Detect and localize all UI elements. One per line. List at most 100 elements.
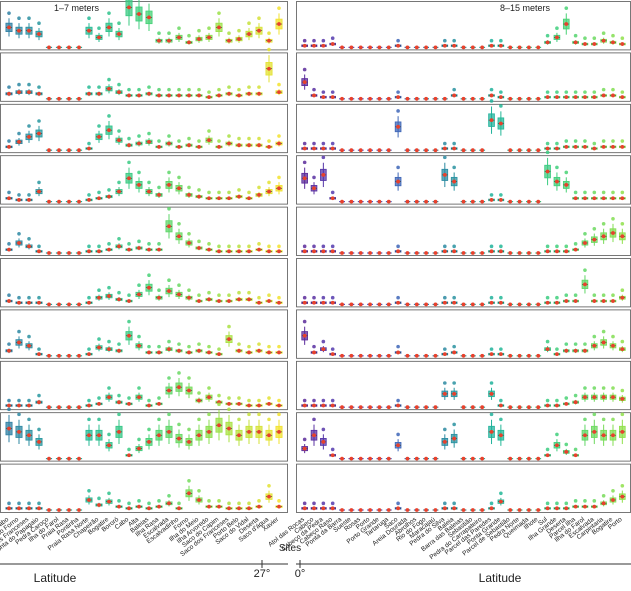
outlier-point (257, 242, 261, 246)
mean-point (177, 436, 181, 441)
outlier-point (197, 489, 201, 493)
mean-point (207, 429, 211, 434)
outlier-point (267, 417, 271, 422)
mean-point (480, 96, 485, 101)
outlier-point (217, 139, 221, 143)
mean-point (442, 506, 447, 511)
mean-point (197, 246, 201, 250)
outlier-point (564, 139, 569, 143)
outlier-point (489, 38, 494, 43)
outlier-point (217, 393, 221, 398)
mean-point (405, 405, 410, 410)
outlier-point (147, 273, 151, 277)
mean-point (536, 456, 541, 461)
outlier-point (583, 190, 587, 195)
mean-point (517, 251, 522, 255)
outlier-point (147, 85, 151, 89)
mean-point (257, 300, 261, 305)
outlier-point (197, 417, 201, 422)
mean-point (396, 403, 400, 408)
mean-point (157, 93, 161, 98)
mean-point (358, 508, 363, 512)
mean-point (592, 237, 597, 242)
mean-point (177, 144, 181, 149)
mean-point (433, 251, 438, 255)
mean-point (601, 144, 606, 149)
outlier-point (583, 386, 587, 390)
mean-point (358, 405, 363, 410)
outlier-point (167, 87, 171, 92)
outlier-point (601, 190, 606, 195)
mean-point (127, 401, 131, 406)
mean-point (405, 456, 410, 461)
mean-point (87, 146, 91, 151)
outlier-point (7, 398, 11, 403)
mean-point (57, 302, 61, 307)
mean-point (508, 508, 513, 512)
mean-point (611, 196, 615, 201)
mean-point (601, 196, 606, 201)
mean-point (442, 172, 447, 177)
mean-point (87, 198, 91, 202)
mean-point (247, 506, 251, 511)
mean-point (137, 93, 141, 98)
outlier-point (396, 344, 400, 349)
mean-point (498, 43, 503, 48)
mean-point (368, 96, 372, 101)
mean-point (117, 244, 121, 249)
mean-point (97, 91, 101, 96)
mean-point (197, 144, 201, 149)
outlier-point (107, 77, 111, 82)
mean-point (349, 148, 354, 153)
mean-point (555, 95, 559, 100)
mean-point (498, 403, 503, 408)
panel-frame (296, 360, 631, 411)
outlier-point (157, 242, 161, 246)
mean-point (405, 45, 410, 50)
mean-point (127, 93, 131, 98)
mean-point (247, 403, 251, 408)
mean-point (545, 146, 550, 151)
mean-point (147, 189, 151, 194)
mean-point (405, 199, 410, 204)
outlier-point (187, 33, 191, 38)
outlier-point (187, 232, 191, 236)
outlier-point (545, 501, 550, 506)
mean-point (312, 300, 316, 305)
outlier-point (107, 432, 111, 437)
mean-point (508, 353, 513, 358)
outlier-point (17, 295, 21, 300)
outlier-point (443, 501, 447, 506)
outlier-point (177, 175, 181, 180)
outlier-point (257, 295, 261, 300)
mean-point (77, 251, 81, 255)
mean-point (527, 45, 531, 50)
mean-point (107, 25, 111, 30)
outlier-point (499, 244, 503, 249)
mean-point (340, 302, 344, 307)
mean-point (377, 353, 382, 358)
outlier-point (7, 85, 11, 89)
outlier-point (573, 447, 578, 452)
mean-point (517, 199, 522, 204)
outlier-point (87, 193, 91, 197)
outlier-point (237, 396, 241, 400)
outlier-point (227, 293, 231, 298)
mean-point (117, 189, 121, 194)
mean-point (358, 251, 363, 255)
outlier-point (302, 319, 307, 324)
outlier-point (87, 417, 91, 422)
outlier-point (555, 141, 559, 146)
outlier-point (564, 6, 569, 10)
outlier-point (27, 501, 31, 506)
mean-point (127, 333, 131, 338)
mean-point (177, 35, 181, 40)
outlier-point (443, 347, 447, 351)
outlier-point (611, 386, 615, 390)
mean-point (237, 93, 241, 98)
mean-point (157, 350, 161, 355)
outlier-point (443, 141, 447, 146)
mean-point (167, 183, 171, 187)
mean-point (536, 302, 541, 307)
outlier-point (147, 344, 151, 349)
